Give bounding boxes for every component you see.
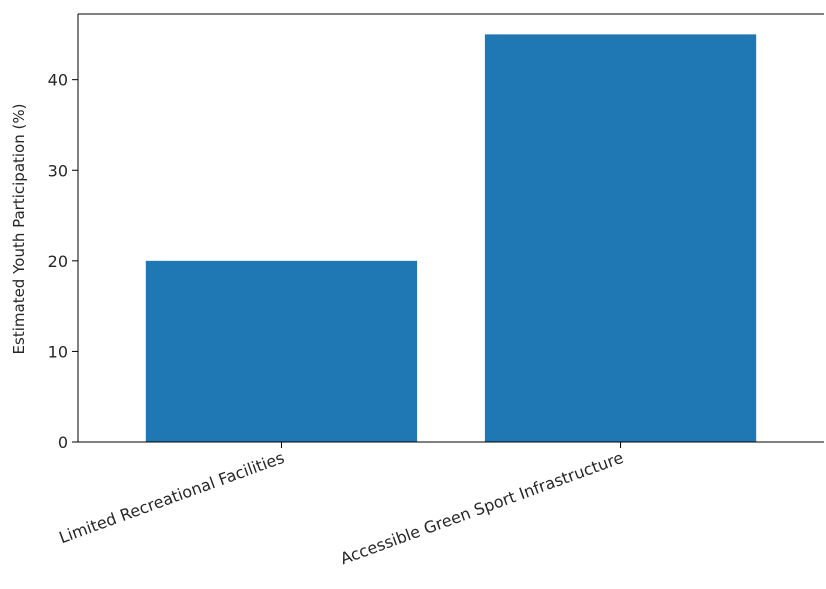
bar-1 [145,260,418,442]
bar-2 [484,34,757,442]
x-axis: Limited Recreational Facilities Accessibl… [56,442,626,568]
y-tick-label: 20 [48,252,68,271]
y-tick-label: 40 [48,71,68,90]
y-axis-label: Estimated Youth Participation (%) [10,104,28,355]
plot-frame [77,13,824,443]
y-tick-label: 10 [48,342,68,361]
bars-layer [145,34,757,442]
x-tick-label: Limited Recreational Facilities [56,448,286,547]
y-tick-label: 30 [48,161,68,180]
y-tick-label: 0 [58,433,68,452]
y-axis: 0 10 20 30 40 [48,71,78,452]
x-tick-label: Accessible Green Sport Infrastructure [338,448,626,568]
